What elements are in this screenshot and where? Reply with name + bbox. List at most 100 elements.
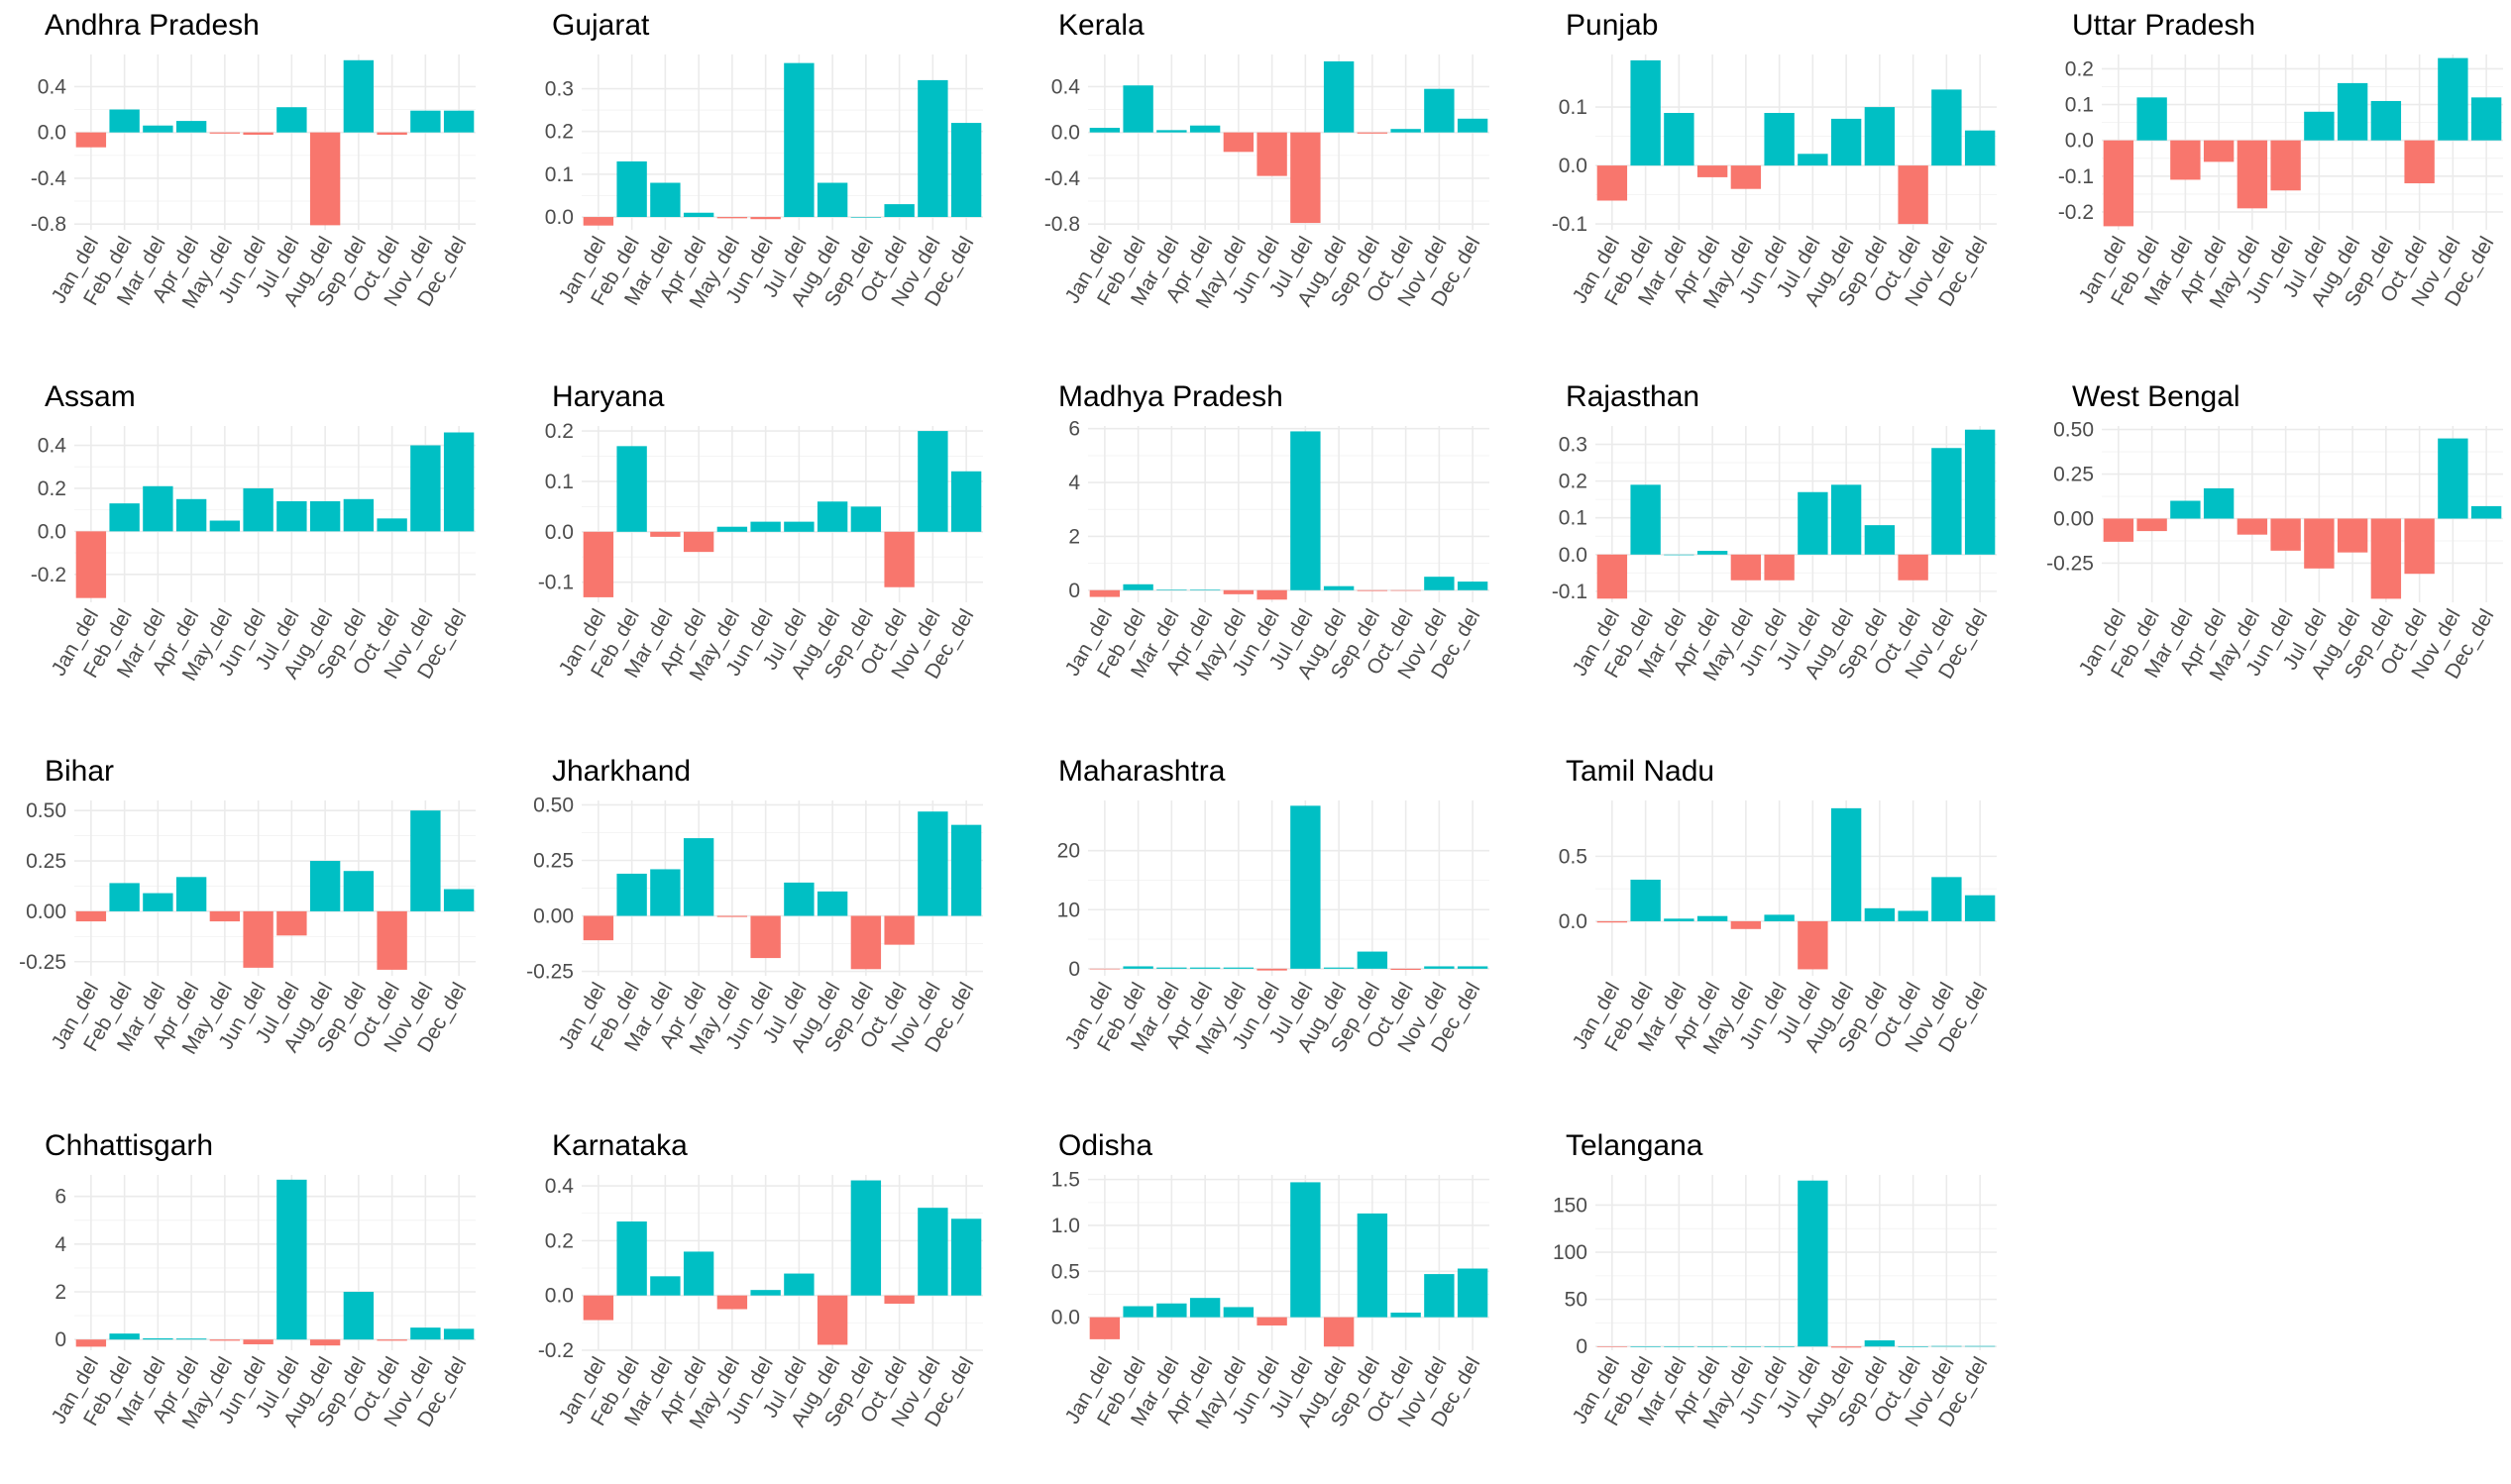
bar-oct_del [2404,518,2435,575]
y-tick-label: 0.4 [38,435,67,458]
bar-sep_del [343,59,375,133]
bar-mar_del [1664,1346,1694,1347]
y-tick-label: 0.25 [26,850,66,873]
bar-may_del [716,915,748,917]
bar-apr_del [175,1338,207,1340]
y-tick-label: -0.2 [2058,201,2094,224]
bar-aug_del [309,861,341,911]
y-tick-label: 0.50 [26,799,66,822]
y-tick-label: 0 [1068,958,1080,981]
facet-tamil-nadu: 0.00.5Jan_delFeb_delMar_delApr_delMay_de… [1559,755,1997,1058]
bar-jan_del [583,217,614,226]
bar-feb_del [1630,484,1661,555]
panel-title: Telangana [1566,1129,1703,1162]
y-tick-label: 0.3 [1559,434,1587,457]
bar-jun_del [750,1290,781,1296]
bar-jun_del [243,910,273,968]
y-tick-label: -0.25 [19,951,66,974]
bar-dec_del [1457,582,1488,590]
panel-title: Madhya Pradesh [1058,380,1283,413]
bar-may_del [1223,589,1255,594]
bar-apr_del [683,1251,714,1296]
bar-mar_del [1664,918,1694,921]
facet-bihar: -0.250.000.250.50Jan_delFeb_delMar_delAp… [19,755,476,1058]
bar-nov_del [1931,1345,1962,1347]
bar-may_del [209,910,241,922]
bar-mar_del [1156,130,1187,133]
bar-aug_del [1830,1346,1862,1348]
y-tick-label: 0.00 [2053,507,2094,530]
bar-jul_del [276,107,307,133]
y-tick-label: 0.0 [1051,122,1080,145]
bar-nov_del [1424,88,1455,133]
bar-sep_del [850,915,882,970]
bar-dec_del [1964,895,1996,921]
bar-mar_del [1156,589,1187,590]
bar-jun_del [750,915,781,959]
bar-apr_del [1696,1346,1728,1347]
bar-jul_del [1290,431,1321,590]
facet-maharashtra: 01020Jan_delFeb_delMar_delApr_delMay_del… [1057,755,1489,1058]
y-tick-label: 0.4 [38,75,67,98]
facet-gujarat: 0.00.10.20.3Jan_delFeb_delMar_delApr_del… [545,9,983,312]
bar-apr_del [175,877,207,911]
bar-mar_del [650,182,681,218]
bar-dec_del [950,1219,982,1296]
bar-aug_del [1323,585,1355,590]
bar-jan_del [1089,1317,1121,1339]
bar-oct_del [377,132,407,135]
bar-sep_del [1864,525,1896,555]
bar-jul_del [784,882,815,916]
bar-oct_del [884,1295,915,1304]
bar-nov_del [918,1208,948,1296]
bar-sep_del [1357,951,1388,969]
bar-feb_del [616,446,647,532]
bar-jun_del [1256,1317,1287,1325]
bar-feb_del [109,503,140,532]
y-tick-label: -0.25 [526,961,574,984]
bar-nov_del [1931,877,1962,921]
bar-apr_del [1696,165,1728,177]
bar-may_del [209,132,241,134]
bar-dec_del [443,432,475,532]
bar-sep_del [1357,132,1388,134]
y-tick-label: 0.25 [2053,464,2094,486]
bar-jan_del [2103,518,2134,542]
y-tick-label: 0.50 [2053,419,2094,442]
bar-may_del [2237,140,2268,209]
bar-feb_del [1630,879,1661,921]
bar-feb_del [616,160,647,218]
bar-dec_del [2470,97,2502,141]
bar-jun_del [243,1339,273,1344]
bar-aug_del [817,501,848,532]
y-tick-label: 0 [55,1328,66,1351]
facet-rajasthan: -0.10.00.10.20.3Jan_delFeb_delMar_delApr… [1552,380,1997,685]
bar-nov_del [2438,438,2468,519]
bar-apr_del [1189,589,1221,590]
bar-jun_del [1764,1346,1795,1347]
y-tick-label: -0.2 [538,1339,574,1362]
y-tick-label: -0.4 [1044,167,1081,190]
bar-dec_del [1964,1345,1996,1347]
bar-jun_del [1764,554,1795,581]
y-tick-label: 50 [1565,1289,1587,1312]
bar-jun_del [243,132,273,135]
bar-may_del [1730,554,1762,581]
bar-nov_del [2438,57,2468,141]
bar-feb_del [1123,1306,1153,1318]
bar-sep_del [850,506,882,532]
bar-dec_del [1457,1268,1488,1318]
bar-sep_del [2370,518,2402,599]
bar-mar_del [2170,140,2201,180]
bar-jan_del [75,910,107,922]
bar-sep_del [343,498,375,532]
bar-jul_del [276,1179,307,1340]
bar-nov_del [1424,966,1455,969]
bar-aug_del [309,500,341,532]
y-tick-label: 0.0 [1559,544,1587,567]
y-tick-label: 4 [1068,472,1080,494]
y-tick-label: 0.2 [545,1229,574,1252]
y-tick-label: 0.2 [1559,471,1587,493]
panel-title: Bihar [45,755,114,788]
panel-title: Uttar Pradesh [2072,9,2255,42]
